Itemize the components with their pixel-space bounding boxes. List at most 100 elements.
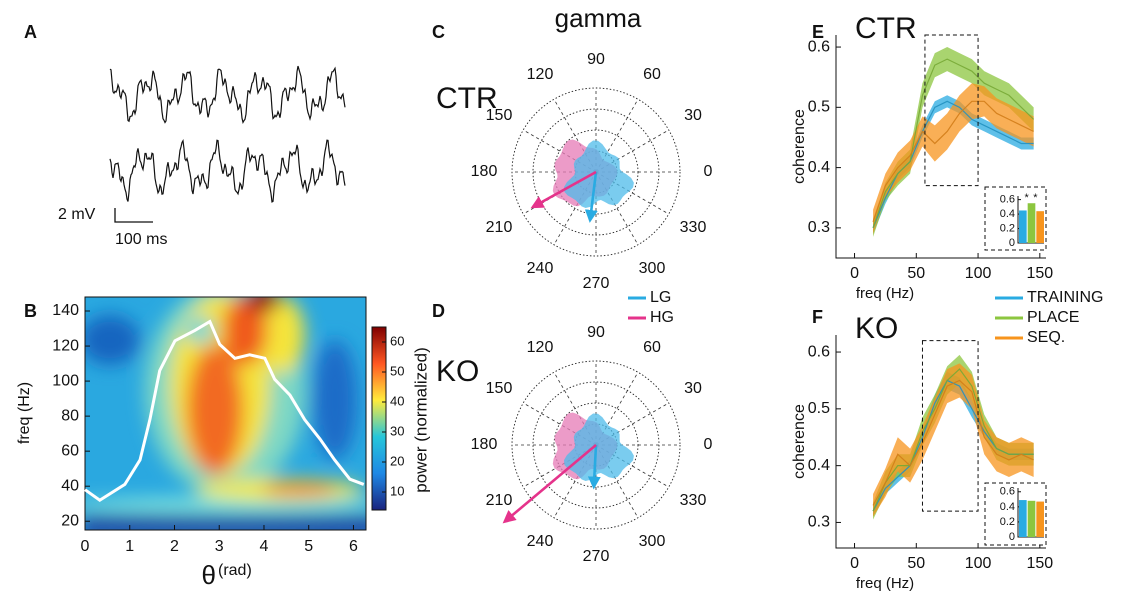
chart-title: KO	[855, 312, 898, 345]
angle-label: 180	[471, 163, 498, 180]
y-tick-label: 0.4	[1000, 501, 1015, 513]
colorbar-tick-label: 60	[390, 333, 404, 348]
y-tick-label: 0.6	[808, 38, 830, 55]
bar	[1036, 501, 1044, 537]
angle-label: 240	[527, 533, 554, 550]
panel-label: B	[24, 301, 37, 321]
colorbar-tick-label: 50	[390, 363, 404, 378]
error-band	[873, 363, 1034, 517]
y-tick-label: 0	[1009, 237, 1015, 249]
x-tick-label: 50	[907, 555, 925, 572]
condition-label: CTR	[436, 82, 498, 115]
mean-line	[872, 368, 1034, 512]
error-band	[873, 47, 1034, 237]
bar	[1027, 500, 1036, 537]
legend-label: TRAINING	[1027, 289, 1103, 306]
highlight-box	[921, 340, 979, 512]
x-tick-label: 100	[965, 265, 992, 282]
panel-label: E	[812, 22, 824, 42]
angle-label: 60	[643, 66, 661, 83]
chart-title: CTR	[855, 12, 917, 45]
angle-label: 180	[471, 436, 498, 453]
x-tick-label: 3	[215, 538, 224, 555]
mean-vector	[530, 170, 597, 209]
significance-mark: *	[1033, 192, 1038, 204]
bar	[1027, 203, 1036, 243]
y-tick-label: 140	[52, 302, 79, 319]
colorbar-tick-label: 40	[390, 393, 404, 408]
angle-label: 120	[527, 66, 554, 83]
power-curve	[84, 319, 365, 503]
y-tick-label: 0.2	[1000, 222, 1015, 234]
y-tick-label: 20	[61, 512, 79, 529]
legend-label: SEQ.	[1027, 329, 1065, 346]
plot-frame	[84, 296, 367, 531]
x-tick-label: 4	[260, 538, 269, 555]
heatmap	[85, 297, 366, 530]
legend-label: PLACE	[1027, 309, 1079, 326]
mean-line	[872, 58, 1035, 229]
axes	[835, 35, 1046, 259]
x-tick-label: 0	[850, 265, 859, 282]
y-tick-label: 0.3	[808, 514, 830, 531]
y-tick-label: 120	[52, 337, 79, 354]
y-tick-label: 0.5	[808, 400, 830, 417]
y-tick-label: 0.6	[1000, 486, 1015, 498]
x-tick-label: 150	[1026, 265, 1053, 282]
angle-label: 330	[680, 492, 707, 509]
x-axis-label: freq (Hz)	[856, 575, 914, 592]
phase-distribution	[564, 413, 634, 481]
angle-label: 240	[527, 260, 554, 277]
angle-label: 330	[680, 219, 707, 236]
mean-line	[872, 379, 1034, 506]
highlight-box	[924, 34, 979, 187]
panel-label: D	[432, 301, 445, 321]
chart-title: gamma	[555, 3, 642, 33]
angle-label: 60	[643, 339, 661, 356]
colorbar-tick-label: 10	[390, 483, 404, 498]
bar	[1019, 500, 1027, 537]
angle-label: 300	[639, 260, 666, 277]
significance-mark: *	[1025, 192, 1030, 204]
angle-label: 90	[587, 324, 605, 341]
y-axis-label: coherence	[791, 404, 808, 479]
x-tick-label: 6	[349, 538, 358, 555]
angle-label: 300	[639, 533, 666, 550]
panel-label: C	[432, 22, 445, 42]
polar-ring	[511, 87, 681, 257]
polar-ring	[511, 360, 681, 530]
error-band	[873, 83, 1034, 234]
y-tick-label: 0.4	[1000, 208, 1015, 220]
mean-vector	[502, 444, 597, 524]
legend-label: LG	[650, 289, 671, 306]
x-tick-label: 150	[1026, 555, 1053, 572]
colorbar-tick-label: 30	[390, 423, 404, 438]
inset-frame	[984, 186, 1047, 251]
colorbar-tick-label: 20	[390, 453, 404, 468]
panel-label: A	[24, 22, 37, 42]
lfp-trace	[109, 138, 346, 203]
colorbar	[371, 326, 387, 511]
scale-bar	[114, 208, 153, 223]
scale-label: 100 ms	[115, 231, 167, 248]
x-axis-label: freq (Hz)	[856, 285, 914, 302]
mean-line	[872, 100, 1034, 223]
bar	[1019, 210, 1027, 243]
y-tick-label: 40	[61, 477, 79, 494]
angle-label: 30	[684, 107, 702, 124]
scale-label: 2 mV	[58, 206, 96, 223]
x-tick-label: 50	[907, 265, 925, 282]
y-tick-label: 0.5	[808, 99, 830, 116]
lfp-trace	[109, 65, 346, 125]
angle-label: 210	[486, 219, 513, 236]
y-tick-label: 0.6	[1000, 194, 1015, 206]
x-axis-label: θ	[202, 560, 216, 590]
y-tick-label: 0.3	[808, 219, 830, 236]
mean-vector	[587, 444, 601, 490]
angle-label: 120	[527, 339, 554, 356]
y-tick-label: 0	[1009, 531, 1015, 543]
angle-label: 270	[583, 548, 610, 565]
y-tick-label: 80	[61, 407, 79, 424]
y-tick-label: 0.4	[808, 159, 830, 176]
